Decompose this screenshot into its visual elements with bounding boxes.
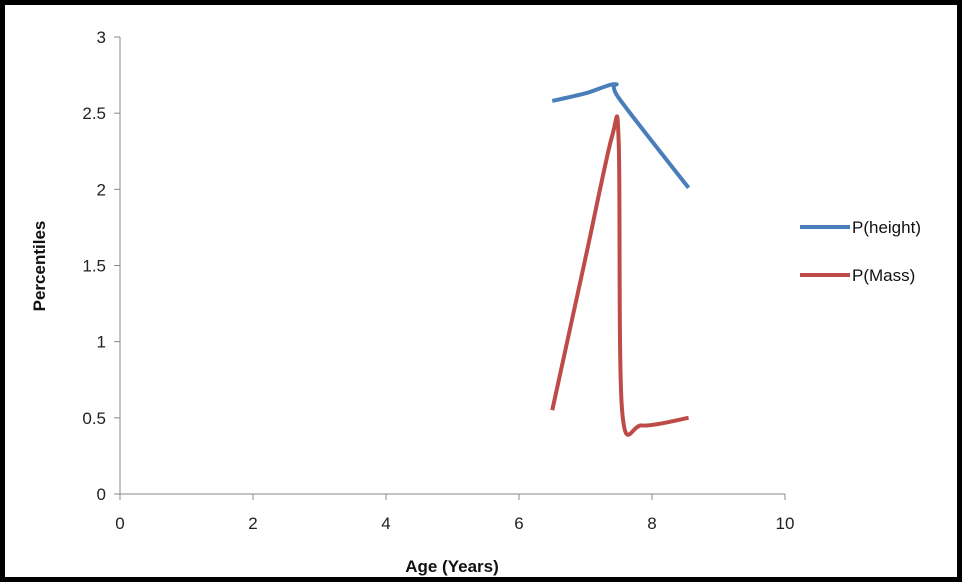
plot-series <box>550 82 691 437</box>
x-tick-label: 8 <box>647 514 656 533</box>
axes <box>119 37 785 495</box>
x-tick-label: 4 <box>381 514 390 533</box>
x-ticks: 0 2 4 6 8 10 <box>115 494 794 533</box>
x-axis-title: Age (Years) <box>405 557 499 576</box>
legend-label: P(height) <box>852 218 921 237</box>
y-tick-label: 1.5 <box>82 257 106 276</box>
legend: P(height) P(Mass) <box>800 218 921 285</box>
y-tick-label: 2.5 <box>82 104 106 123</box>
y-tick-label: 1 <box>97 333 106 352</box>
legend-label: P(Mass) <box>852 266 915 285</box>
series-line-height <box>551 82 691 190</box>
y-tick-label: 2 <box>97 180 106 199</box>
x-tick-label: 6 <box>514 514 523 533</box>
x-tick-label: 0 <box>115 514 124 533</box>
series-line-mass <box>550 114 689 437</box>
y-ticks: 0 0.5 1 1.5 2 2.5 3 <box>82 28 120 504</box>
x-tick-label: 10 <box>776 514 795 533</box>
y-tick-label: 0 <box>97 485 106 504</box>
x-tick-label: 2 <box>248 514 257 533</box>
y-tick-label: 3 <box>97 28 106 47</box>
y-tick-label: 0.5 <box>82 409 106 428</box>
y-axis-title: Percentiles <box>30 221 49 312</box>
